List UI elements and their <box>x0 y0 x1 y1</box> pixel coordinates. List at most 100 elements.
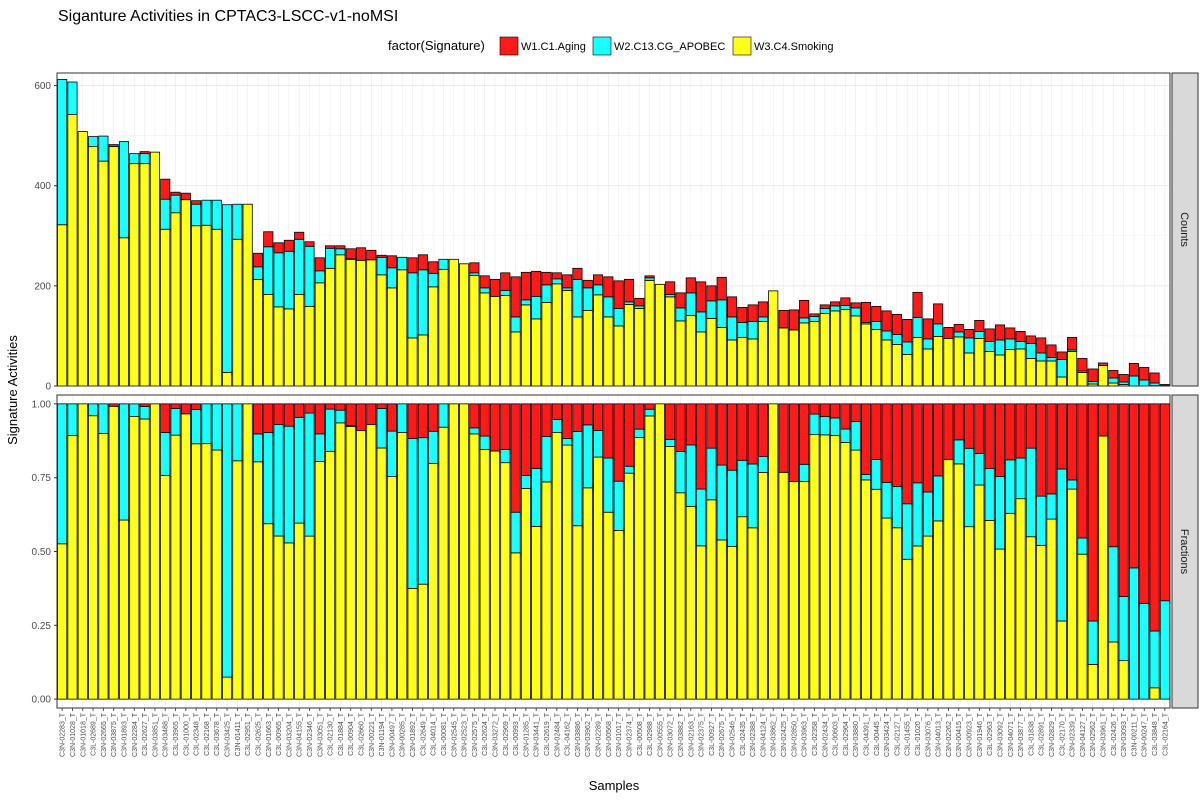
bar-segment-w2-c13-cg_apobec-32 <box>386 267 397 289</box>
x-tick-label: C3L-01455_T <box>905 712 912 756</box>
bar-segment-w3-c4-smoking-43 <box>500 462 511 700</box>
bar-segment-w1-c1-aging-56 <box>634 403 645 430</box>
bar-segment-w1-c1-aging-36 <box>428 403 439 432</box>
bar-segment-w2-c13-cg_apobec-94 <box>1025 447 1036 538</box>
bar-segment-w2-c13-cg_apobec-106 <box>1149 630 1160 689</box>
bar-segment-w2-c13-cg_apobec-22 <box>283 425 294 544</box>
bar-segment-w2-c13-cg_apobec-100 <box>1087 620 1098 665</box>
bar-segment-w1-c1-aging-74 <box>819 403 830 418</box>
bar-segment-w3-c4-smoking-12 <box>180 199 191 387</box>
bar-segment-w1-c1-aging-23 <box>294 231 305 240</box>
bar-segment-w2-c13-cg_apobec-59 <box>665 438 676 447</box>
bar-segment-w1-c1-aging-84 <box>922 403 933 493</box>
bar-segment-w1-c1-aging-26 <box>325 403 336 410</box>
bar-segment-w2-c13-cg_apobec-22 <box>283 250 294 310</box>
bar-segment-w1-c1-aging-79 <box>871 403 882 460</box>
bar-segment-w2-c13-cg_apobec-97 <box>1056 468 1067 622</box>
bar-segment-w3-c4-smoking-28 <box>345 258 356 387</box>
bar-segment-w1-c1-aging-62 <box>696 403 707 490</box>
facet-strip <box>1171 72 1199 387</box>
bar-segment-w2-c13-cg_apobec-61 <box>685 444 696 507</box>
x-tick-label: C3N-03961_T <box>1101 712 1108 757</box>
bar-segment-w3-c4-smoking-63 <box>706 499 717 700</box>
bar-segment-w3-c4-smoking-74 <box>819 434 830 700</box>
bar-segment-w1-c1-aging-106 <box>1149 372 1160 384</box>
x-tick-label: C3L-00904_T <box>348 712 355 756</box>
bar-segment-w3-c4-smoking-52 <box>593 456 604 700</box>
bar-segment-w1-c1-aging-43 <box>500 403 511 450</box>
bar-segment-w3-c4-smoking-29 <box>355 259 367 387</box>
bar-segment-w1-c1-aging-106 <box>1149 403 1160 632</box>
bar-segment-w3-c4-smoking-15 <box>211 228 222 387</box>
bar-segment-w1-c1-aging-25 <box>314 257 325 272</box>
bar-segment-w1-c1-aging-65 <box>726 403 738 471</box>
bar-segment-w3-c4-smoking-12 <box>180 413 191 700</box>
bar-segment-w3-c4-smoking-87 <box>953 336 964 387</box>
bar-segment-w2-c13-cg_apobec-15 <box>211 403 222 451</box>
x-tick-label: C3N-01411_T <box>235 712 242 756</box>
bar-segment-w2-c13-cg_apobec-61 <box>685 292 696 316</box>
bar-segment-w2-c13-cg_apobec-91 <box>994 339 1006 356</box>
y-axis-title: Signature Activities <box>5 335 20 445</box>
facet-strip-label: Counts <box>1178 212 1190 247</box>
bar-segment-w2-c13-cg_apobec-41 <box>479 287 490 294</box>
bar-segment-w2-c13-cg_apobec-24 <box>304 245 315 307</box>
x-tick-label: C3N-03962_T <box>585 712 592 757</box>
bar-segment-w3-c4-smoking-18 <box>242 203 253 387</box>
x-tick-label: C3N-03886_T <box>575 712 582 757</box>
bar-segment-w3-c4-smoking-53 <box>603 511 614 700</box>
bar-segment-w3-c4-smoking-7 <box>129 416 140 700</box>
bar-segment-w3-c4-smoking-96 <box>1046 360 1057 387</box>
bar-segment-w2-c13-cg_apobec-13 <box>191 203 202 227</box>
bar-segment-w1-c1-aging-59 <box>665 403 676 440</box>
panel-counts: 0 200 400 600 Counts <box>34 72 1199 393</box>
x-tick-label: C3N-02665_T <box>101 712 108 757</box>
bar-segment-w1-c1-aging-46 <box>531 270 542 297</box>
legend-title: factor(Signature) <box>388 38 485 53</box>
x-tick-label: C3N-02374_T <box>626 712 633 757</box>
x-tick-label: C3N-02388_T <box>750 712 757 757</box>
x-tick-label: C3N-03851_T <box>152 712 159 757</box>
bar-segment-w1-c1-aging-55 <box>623 403 635 467</box>
bar-segment-w1-c1-aging-103 <box>1118 374 1129 383</box>
bar-segment-w2-c13-cg_apobec-27 <box>335 409 346 424</box>
x-tick-label: C3N-01663_T <box>266 712 273 757</box>
bar-segment-w2-c13-cg_apobec-64 <box>716 299 727 328</box>
bar-segment-w1-c1-aging-61 <box>685 277 696 294</box>
bar-segment-w2-c13-cg_apobec-88 <box>964 337 975 354</box>
bar-segment-w3-c4-smoking-61 <box>685 314 696 387</box>
bar-segment-w3-c4-smoking-11 <box>170 434 181 700</box>
bar-segment-w1-c1-aging-51 <box>582 403 593 426</box>
bar-segment-w2-c13-cg_apobec-37 <box>438 403 449 428</box>
bar-segment-w1-c1-aging-68 <box>757 403 768 457</box>
bar-segment-w1-c1-aging-94 <box>1025 403 1036 449</box>
bar-segment-w3-c4-smoking-30 <box>366 259 377 387</box>
bar-segment-w1-c1-aging-100 <box>1087 368 1098 382</box>
bar-segment-w2-c13-cg_apobec-107 <box>1159 600 1170 700</box>
x-tick-label: C3L-02660_T <box>359 712 366 756</box>
bar-segment-w1-c1-aging-67 <box>747 304 758 322</box>
bar-segment-w3-c4-smoking-15 <box>211 449 222 700</box>
bar-segment-w2-c13-cg_apobec-36 <box>428 430 439 464</box>
bar-segment-w3-c4-smoking-10 <box>160 474 171 700</box>
bar-segment-w2-c13-cg_apobec-87 <box>953 439 964 465</box>
bar-segment-w2-c13-cg_apobec-17 <box>232 403 243 462</box>
bar-segment-w3-c4-smoking-16 <box>221 676 233 700</box>
x-axis-title: Samples <box>589 778 640 793</box>
bar-segment-w2-c13-cg_apobec-33 <box>397 403 408 433</box>
bar-segment-w1-c1-aging-22 <box>283 239 294 252</box>
bar-segment-w3-c4-smoking-46 <box>531 318 542 387</box>
bar-segment-w3-c4-smoking-61 <box>685 505 696 700</box>
bar-segment-w2-c13-cg_apobec-54 <box>613 307 624 327</box>
bar-segment-w3-c4-smoking-83 <box>912 337 923 387</box>
bar-segment-w2-c13-cg_apobec-19 <box>252 266 264 280</box>
bar-segment-w1-c1-aging-103 <box>1118 403 1129 597</box>
bar-segment-w3-c4-smoking-4 <box>98 160 109 387</box>
bar-segment-w1-c1-aging-50 <box>572 403 583 432</box>
bar-segment-w2-c13-cg_apobec-74 <box>819 416 830 436</box>
bar-segment-w3-c4-smoking-50 <box>572 316 583 387</box>
bar-segment-w1-c1-aging-78 <box>860 301 872 323</box>
bar-segment-w1-c1-aging-104 <box>1128 403 1139 569</box>
bar-segment-w3-c4-smoking-30 <box>366 424 377 700</box>
bar-segment-w1-c1-aging-51 <box>582 279 593 289</box>
